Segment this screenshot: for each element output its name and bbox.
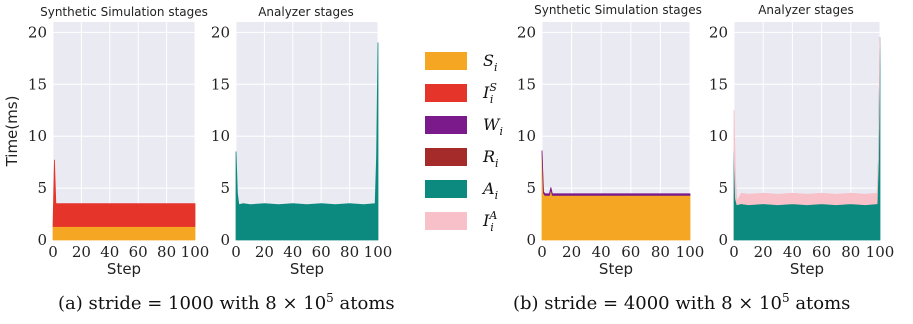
x-tick-label: 100 — [676, 243, 705, 261]
x-axis-label: Step — [599, 260, 633, 278]
legend-label: IS i — [482, 81, 497, 106]
legend-label: IA i — [482, 209, 497, 234]
y-tick-label: 15 — [28, 75, 47, 93]
x-tick-label: 80 — [841, 243, 860, 261]
x-tick-label: 100 — [364, 243, 393, 261]
x-axis-label: Step — [290, 260, 324, 278]
x-tick-label: 20 — [754, 243, 773, 261]
legend-label: Ai — [481, 179, 498, 202]
legend-swatch — [425, 180, 467, 198]
x-tick-label: 20 — [72, 243, 91, 261]
x-tick-label: 20 — [562, 243, 581, 261]
x-tick-label: 100 — [181, 243, 210, 261]
x-tick-label: 60 — [812, 243, 831, 261]
legend-label: Ri — [482, 147, 499, 170]
x-tick-label: 60 — [312, 243, 331, 261]
legend-label: Si — [483, 51, 498, 74]
series-area-wi — [541, 150, 691, 196]
x-tick-label: 0 — [48, 243, 58, 261]
x-tick-label: 60 — [129, 243, 148, 261]
x-tick-label: 80 — [157, 243, 176, 261]
legend-swatch — [425, 212, 467, 230]
series-area-ai — [235, 42, 379, 241]
y-tick-label: 10 — [517, 127, 536, 145]
y-tick-label: 20 — [709, 23, 728, 41]
y-tick-label: 15 — [211, 75, 230, 93]
series-area-iis — [52, 159, 196, 227]
legend-item: Ri — [425, 147, 499, 170]
legend-item: Si — [425, 51, 498, 74]
chart-title: Analyzer stages — [258, 5, 354, 19]
legend-item: IA i — [425, 209, 497, 234]
x-tick-label: 0 — [729, 243, 739, 261]
x-tick-label: 20 — [255, 243, 274, 261]
legend-swatch — [425, 52, 467, 70]
x-tick-label: 100 — [866, 243, 895, 261]
y-tick-label: 5 — [526, 179, 536, 197]
chart-title: Synthetic Simulation stages — [534, 3, 702, 17]
legend-item: Wi — [425, 115, 503, 138]
x-tick-label: 40 — [783, 243, 802, 261]
y-tick-label: 15 — [709, 75, 728, 93]
chart-panel-1: Analyzer stages 0 20 40 60 80 100 0 5 10 15 20 Step — [211, 5, 392, 278]
legend-swatch — [425, 116, 467, 134]
x-tick-label: 40 — [592, 243, 611, 261]
y-tick-label: 0 — [718, 231, 728, 249]
legend-item: IS i — [425, 81, 497, 106]
series-area-iia — [733, 37, 881, 206]
y-tick-label: 20 — [517, 23, 536, 41]
legend-label: Wi — [483, 115, 503, 138]
y-tick-label: 5 — [220, 179, 230, 197]
y-tick-label: 10 — [28, 127, 47, 145]
y-axis-label: Time(ms) — [3, 96, 21, 168]
x-tick-label: 80 — [651, 243, 670, 261]
x-tick-label: 0 — [537, 243, 547, 261]
y-tick-label: 0 — [37, 231, 47, 249]
chart-title: Analyzer stages — [758, 3, 854, 17]
chart-panel-0: Synthetic Simulation stages 0 20 40 60 80 100 0… — [3, 5, 209, 278]
x-tick-label: 0 — [231, 243, 241, 261]
y-tick-label: 10 — [211, 127, 230, 145]
chart-title: Synthetic Simulation stages — [40, 5, 208, 19]
y-tick-label: 5 — [37, 179, 47, 197]
legend-swatch — [425, 148, 467, 166]
y-tick-label: 20 — [28, 23, 47, 41]
legend-item: Ai — [425, 179, 498, 202]
caption-a: (a) stride = 1000 with 8 × 105 atoms — [58, 291, 395, 314]
caption-b: (b) stride = 4000 with 8 × 105 atoms — [513, 291, 850, 314]
legend: Si IS i Wi Ri Ai IA i — [425, 51, 503, 234]
chart-panel-2: Synthetic Simulation stages 0 20 40 60 80 100 0… — [517, 3, 704, 278]
y-tick-label: 5 — [718, 179, 728, 197]
x-tick-label: 40 — [283, 243, 302, 261]
y-tick-label: 20 — [211, 23, 230, 41]
series-area-si — [52, 226, 196, 241]
x-tick-label: 60 — [621, 243, 640, 261]
x-tick-label: 80 — [340, 243, 359, 261]
x-axis-label: Step — [107, 260, 141, 278]
y-tick-label: 0 — [526, 231, 536, 249]
y-tick-label: 15 — [517, 75, 536, 93]
x-axis-label: Step — [790, 260, 824, 278]
y-tick-label: 0 — [220, 231, 230, 249]
y-tick-label: 10 — [709, 127, 728, 145]
x-tick-label: 40 — [100, 243, 119, 261]
chart-panel-3: Analyzer stages 0 20 40 60 80 100 0 5 10 15 20 Step — [709, 3, 894, 278]
legend-swatch — [425, 84, 467, 102]
